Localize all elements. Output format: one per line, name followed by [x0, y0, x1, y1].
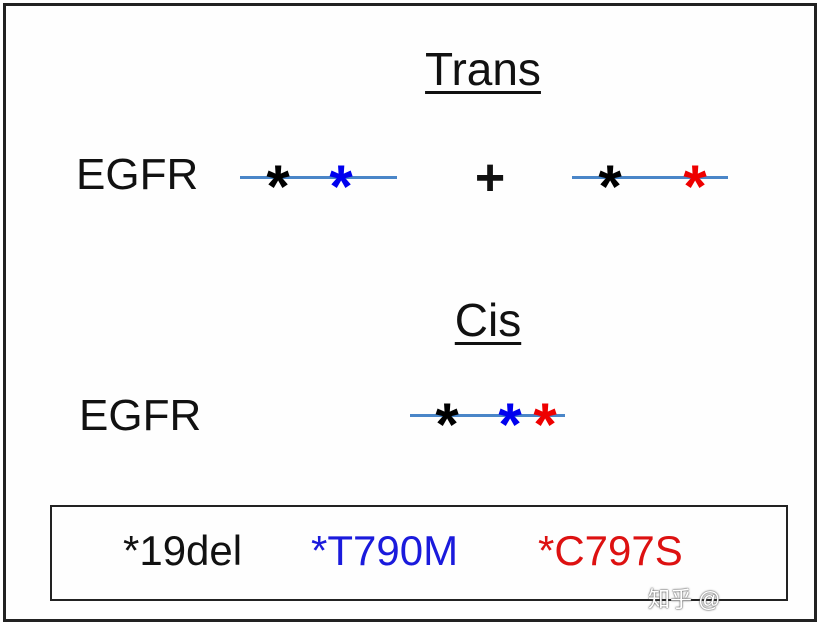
trans-allele2-c797s-marker: *: [683, 152, 707, 220]
cis-19del-marker: *: [435, 390, 459, 458]
watermark: 知乎 @: [648, 587, 721, 612]
trans-allele1-19del-marker: *: [266, 152, 290, 220]
legend-box: [50, 505, 788, 601]
legend-19del: *19del: [123, 527, 243, 574]
legend-c797s: *C797S: [538, 527, 683, 574]
trans-allele1-line: [240, 176, 397, 179]
cis-c797s-marker: *: [533, 390, 557, 458]
trans-allele1-t790m-marker: *: [329, 152, 353, 220]
plus-sign: +: [474, 149, 506, 207]
trans-allele2-19del-marker: *: [598, 152, 622, 220]
cis-allele-line: [410, 414, 565, 417]
diagram-frame: [3, 3, 817, 622]
cis-gene-label: EGFR: [79, 391, 202, 440]
cis-t790m-marker: *: [498, 390, 522, 458]
legend-t790m: *T790M: [311, 527, 459, 574]
trans-title: Trans: [425, 43, 541, 95]
trans-gene-label: EGFR: [76, 150, 199, 199]
trans-allele2-line: [572, 176, 728, 179]
cis-title: Cis: [454, 294, 522, 346]
